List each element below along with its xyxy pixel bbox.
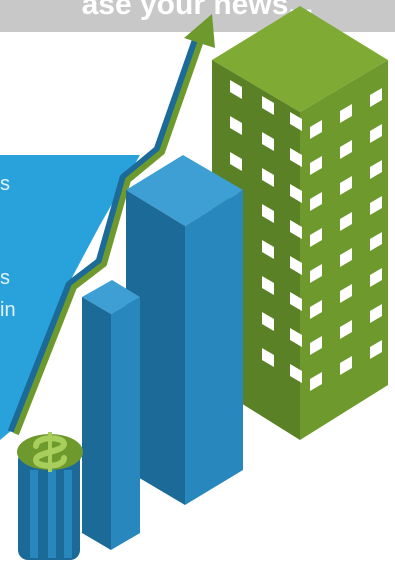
bar-tall: [126, 155, 243, 505]
building-window: [370, 232, 382, 251]
panel-text-line-3: in: [0, 299, 16, 321]
growth-arrow-icon: [7, 14, 215, 436]
building-window: [262, 168, 274, 187]
building-window: [290, 328, 302, 347]
building-window: [290, 364, 302, 383]
building-window: [310, 264, 322, 283]
building-window: [370, 88, 382, 107]
building-window: [370, 196, 382, 215]
panel-text-line-2: s: [0, 267, 10, 289]
building-window: [370, 340, 382, 359]
building-window: [340, 356, 352, 375]
building-window: [370, 160, 382, 179]
building-window: [310, 372, 322, 391]
building-window: [290, 220, 302, 239]
building-window: [340, 212, 352, 231]
building-window: [230, 152, 242, 171]
dollar-sign-icon: [17, 432, 83, 560]
building-window: [290, 148, 302, 167]
building-window: [290, 184, 302, 203]
building-window: [310, 120, 322, 139]
building-window: [340, 104, 352, 123]
panel-text-line-1: s: [0, 173, 10, 195]
building-window: [340, 176, 352, 195]
building-window: [230, 80, 242, 99]
building-window: [290, 292, 302, 311]
building-window: [262, 204, 274, 223]
building-window: [262, 96, 274, 115]
building-window: [262, 240, 274, 259]
building-window: [370, 268, 382, 287]
banner-title: ase your news...: [81, 0, 314, 21]
building-window: [262, 132, 274, 151]
building-window: [340, 248, 352, 267]
building-window: [310, 156, 322, 175]
building-window: [310, 192, 322, 211]
building-window: [262, 276, 274, 295]
office-building-icon: [212, 6, 388, 440]
building-window: [230, 116, 242, 135]
building-window: [290, 112, 302, 131]
building-window: [310, 228, 322, 247]
blue-text-panel: [0, 155, 140, 440]
building-window: [290, 256, 302, 275]
building-window: [370, 124, 382, 143]
building-window: [340, 284, 352, 303]
building-window: [340, 140, 352, 159]
building-window: [310, 300, 322, 319]
building-windows: [230, 80, 382, 391]
building-window: [262, 312, 274, 331]
building-window: [370, 304, 382, 323]
building-window: [340, 320, 352, 339]
building-window: [310, 336, 322, 355]
bar-short: [82, 280, 140, 550]
building-window: [262, 348, 274, 367]
